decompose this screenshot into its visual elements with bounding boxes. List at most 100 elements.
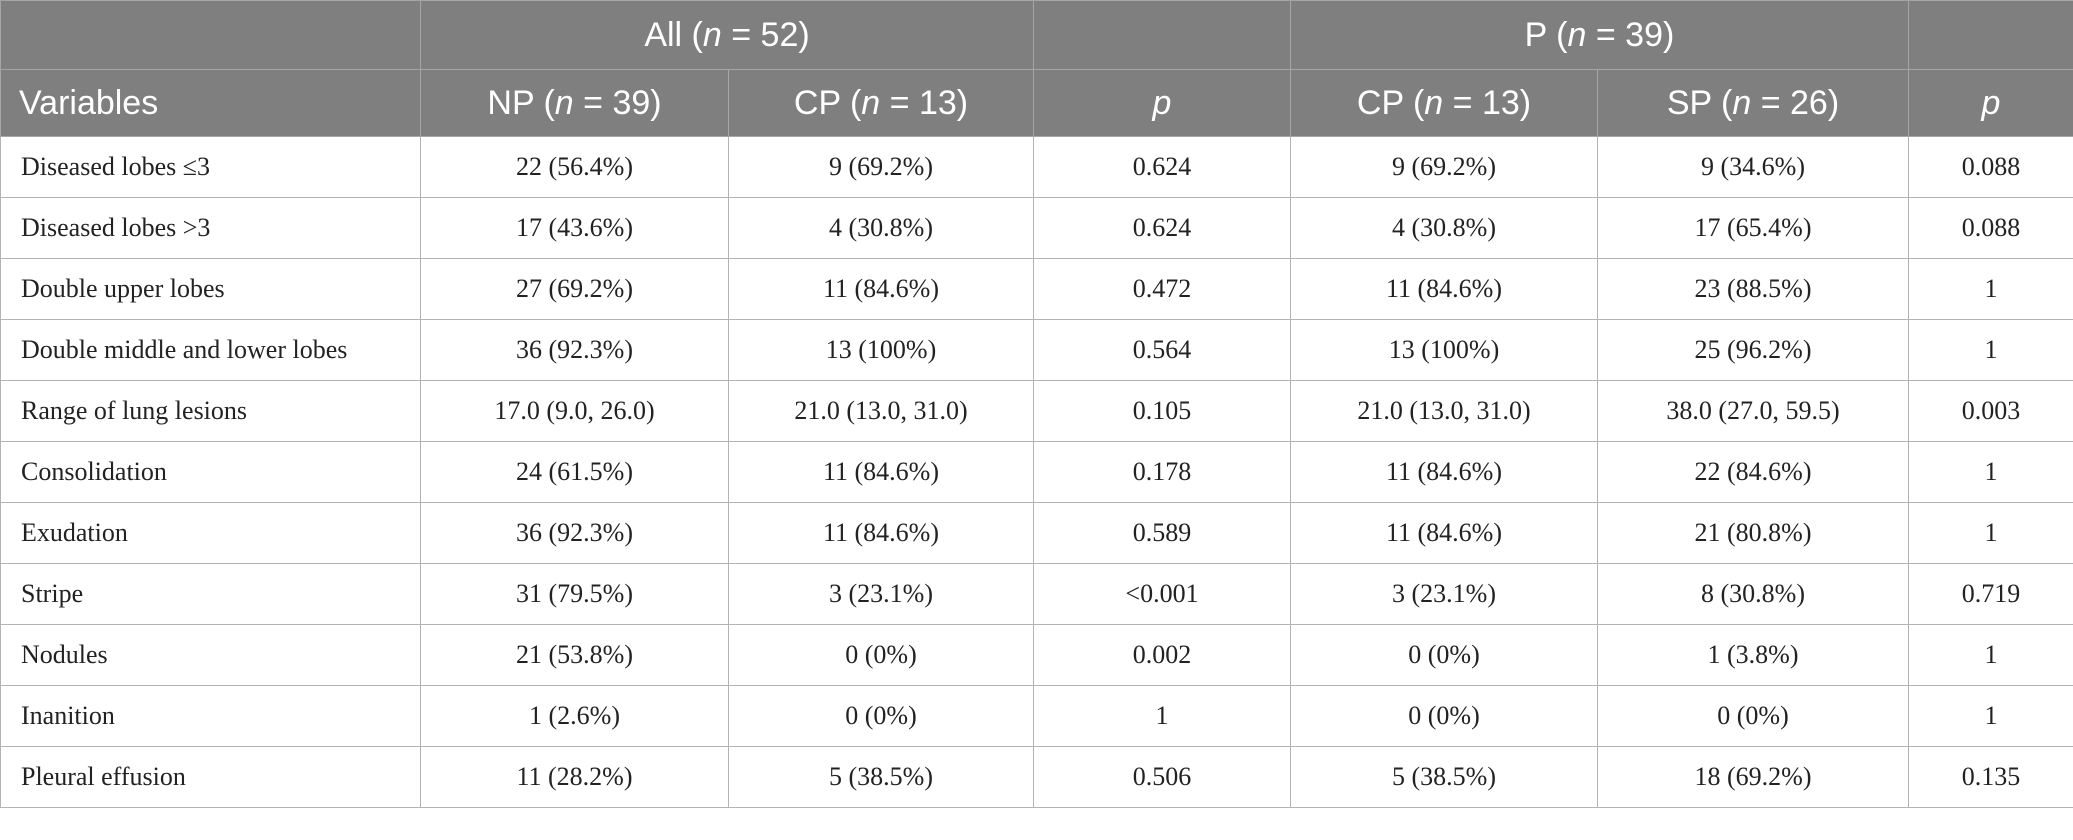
table-header: All (n = 52) P (n = 39) Variables NP (n … bbox=[0, 0, 2073, 137]
table-cell: 0.003 bbox=[1908, 380, 2073, 442]
table-cell: 1 (2.6%) bbox=[420, 685, 729, 747]
table-cell: 13 (100%) bbox=[1290, 319, 1598, 381]
row-label-cell: Stripe bbox=[0, 563, 421, 625]
header-column-row: Variables NP (n = 39) CP (n = 13) p CP (… bbox=[0, 69, 2073, 137]
table-row: Range of lung lesions 17.0 (9.0, 26.0) 21.… bbox=[0, 380, 2073, 442]
table-cell: 1 bbox=[1033, 685, 1291, 747]
column-header-variables: Variables bbox=[0, 69, 421, 137]
table-cell: 0.624 bbox=[1033, 136, 1291, 198]
table-cell: 27 (69.2%) bbox=[420, 258, 729, 320]
table-cell: 17 (43.6%) bbox=[420, 197, 729, 259]
table-cell: 38.0 (27.0, 59.5) bbox=[1597, 380, 1909, 442]
table-cell: 0 (0%) bbox=[1290, 685, 1598, 747]
row-label-cell: Nodules bbox=[0, 624, 421, 686]
table-cell: 0.002 bbox=[1033, 624, 1291, 686]
column-header-cp: CP (n = 13) bbox=[728, 69, 1034, 137]
table-cell: 0 (0%) bbox=[728, 624, 1034, 686]
table-cell: 0.105 bbox=[1033, 380, 1291, 442]
row-label-cell: Double upper lobes bbox=[0, 258, 421, 320]
table-cell: 1 bbox=[1908, 624, 2073, 686]
table-cell: 0.589 bbox=[1033, 502, 1291, 564]
table-cell: 17 (65.4%) bbox=[1597, 197, 1909, 259]
table-cell: 0 (0%) bbox=[728, 685, 1034, 747]
column-header-cp: CP (n = 13) bbox=[1290, 69, 1598, 137]
table-cell: 18 (69.2%) bbox=[1597, 746, 1909, 808]
table-cell: 17.0 (9.0, 26.0) bbox=[420, 380, 729, 442]
row-label-cell: Diseased lobes >3 bbox=[0, 197, 421, 259]
table-row: Consolidation 24 (61.5%) 11 (84.6%) 0.178 11… bbox=[0, 441, 2073, 503]
row-label-cell: Exudation bbox=[0, 502, 421, 564]
table-cell: 1 bbox=[1908, 319, 2073, 381]
table-cell: 11 (84.6%) bbox=[1290, 502, 1598, 564]
table-cell: 0 (0%) bbox=[1290, 624, 1598, 686]
table-cell: 36 (92.3%) bbox=[420, 502, 729, 564]
table-cell: 25 (96.2%) bbox=[1597, 319, 1909, 381]
table-cell: 21 (53.8%) bbox=[420, 624, 729, 686]
table-row: Diseased lobes ≤3 22 (56.4%) 9 (69.2%) 0.62… bbox=[0, 136, 2073, 198]
table-cell: 3 (23.1%) bbox=[728, 563, 1034, 625]
table-cell: 0.088 bbox=[1908, 136, 2073, 198]
header-empty-cell bbox=[0, 0, 421, 70]
table-cell: 9 (34.6%) bbox=[1597, 136, 1909, 198]
table-cell: 36 (92.3%) bbox=[420, 319, 729, 381]
row-label-cell: Consolidation bbox=[0, 441, 421, 503]
table-cell: 3 (23.1%) bbox=[1290, 563, 1598, 625]
table-cell: 5 (38.5%) bbox=[1290, 746, 1598, 808]
table-cell: 0.719 bbox=[1908, 563, 2073, 625]
row-label-cell: Double middle and lower lobes bbox=[0, 319, 421, 381]
table-cell: 23 (88.5%) bbox=[1597, 258, 1909, 320]
header-group-p: P (n = 39) bbox=[1290, 0, 1909, 70]
header-empty-cell bbox=[1033, 0, 1291, 70]
table-cell: 13 (100%) bbox=[728, 319, 1034, 381]
table-cell: 21 (80.8%) bbox=[1597, 502, 1909, 564]
table-row: Pleural effusion 11 (28.2%) 5 (38.5%) 0.506… bbox=[0, 746, 2073, 808]
table-row: Double middle and lower lobes 36 (92.3%) 1… bbox=[0, 319, 2073, 381]
table-cell: 0.135 bbox=[1908, 746, 2073, 808]
table-cell: 21.0 (13.0, 31.0) bbox=[728, 380, 1034, 442]
table-row: Nodules 21 (53.8%) 0 (0%) 0.002 0 (0%) 1 (3.8… bbox=[0, 624, 2073, 686]
table-cell: 11 (84.6%) bbox=[1290, 441, 1598, 503]
data-table: All (n = 52) P (n = 39) Variables NP (n … bbox=[0, 0, 2073, 808]
table-row: Exudation 36 (92.3%) 11 (84.6%) 0.589 11 (84… bbox=[0, 502, 2073, 564]
table-row: Double upper lobes 27 (69.2%) 11 (84.6%) 0.… bbox=[0, 258, 2073, 320]
table-row: Stripe 31 (79.5%) 3 (23.1%) <0.001 3 (23.1%)… bbox=[0, 563, 2073, 625]
table-cell: 0.472 bbox=[1033, 258, 1291, 320]
table-cell: 0.088 bbox=[1908, 197, 2073, 259]
table-cell: 31 (79.5%) bbox=[420, 563, 729, 625]
table-cell: 24 (61.5%) bbox=[420, 441, 729, 503]
table-cell: 1 bbox=[1908, 685, 2073, 747]
table-body: Diseased lobes ≤3 22 (56.4%) 9 (69.2%) 0.62… bbox=[0, 136, 2073, 808]
table-cell: 9 (69.2%) bbox=[728, 136, 1034, 198]
table-cell: 11 (84.6%) bbox=[1290, 258, 1598, 320]
row-label-cell: Range of lung lesions bbox=[0, 380, 421, 442]
table-cell: 0.178 bbox=[1033, 441, 1291, 503]
table-cell: <0.001 bbox=[1033, 563, 1291, 625]
table-row: Diseased lobes >3 17 (43.6%) 4 (30.8%) 0.62… bbox=[0, 197, 2073, 259]
row-label-cell: Inanition bbox=[0, 685, 421, 747]
table-cell: 11 (28.2%) bbox=[420, 746, 729, 808]
table-row: Inanition 1 (2.6%) 0 (0%) 1 0 (0%) 0 (0%) 1 bbox=[0, 685, 2073, 747]
table-cell: 22 (84.6%) bbox=[1597, 441, 1909, 503]
row-label-cell: Diseased lobes ≤3 bbox=[0, 136, 421, 198]
header-empty-cell bbox=[1908, 0, 2073, 70]
table-cell: 11 (84.6%) bbox=[728, 441, 1034, 503]
table-cell: 11 (84.6%) bbox=[728, 258, 1034, 320]
table-cell: 0.624 bbox=[1033, 197, 1291, 259]
table-cell: 4 (30.8%) bbox=[728, 197, 1034, 259]
table-cell: 8 (30.8%) bbox=[1597, 563, 1909, 625]
header-group-row: All (n = 52) P (n = 39) bbox=[0, 0, 2073, 70]
table-cell: 1 bbox=[1908, 502, 2073, 564]
table-cell: 11 (84.6%) bbox=[728, 502, 1034, 564]
table-cell: 0 (0%) bbox=[1597, 685, 1909, 747]
header-group-all: All (n = 52) bbox=[420, 0, 1034, 70]
table-cell: 4 (30.8%) bbox=[1290, 197, 1598, 259]
table-cell: 0.564 bbox=[1033, 319, 1291, 381]
table-cell: 1 (3.8%) bbox=[1597, 624, 1909, 686]
column-header-sp: SP (n = 26) bbox=[1597, 69, 1909, 137]
table-cell: 1 bbox=[1908, 441, 2073, 503]
column-header-p-value: p bbox=[1033, 69, 1291, 137]
table-cell: 5 (38.5%) bbox=[728, 746, 1034, 808]
table-cell: 22 (56.4%) bbox=[420, 136, 729, 198]
table-cell: 21.0 (13.0, 31.0) bbox=[1290, 380, 1598, 442]
table-cell: 9 (69.2%) bbox=[1290, 136, 1598, 198]
